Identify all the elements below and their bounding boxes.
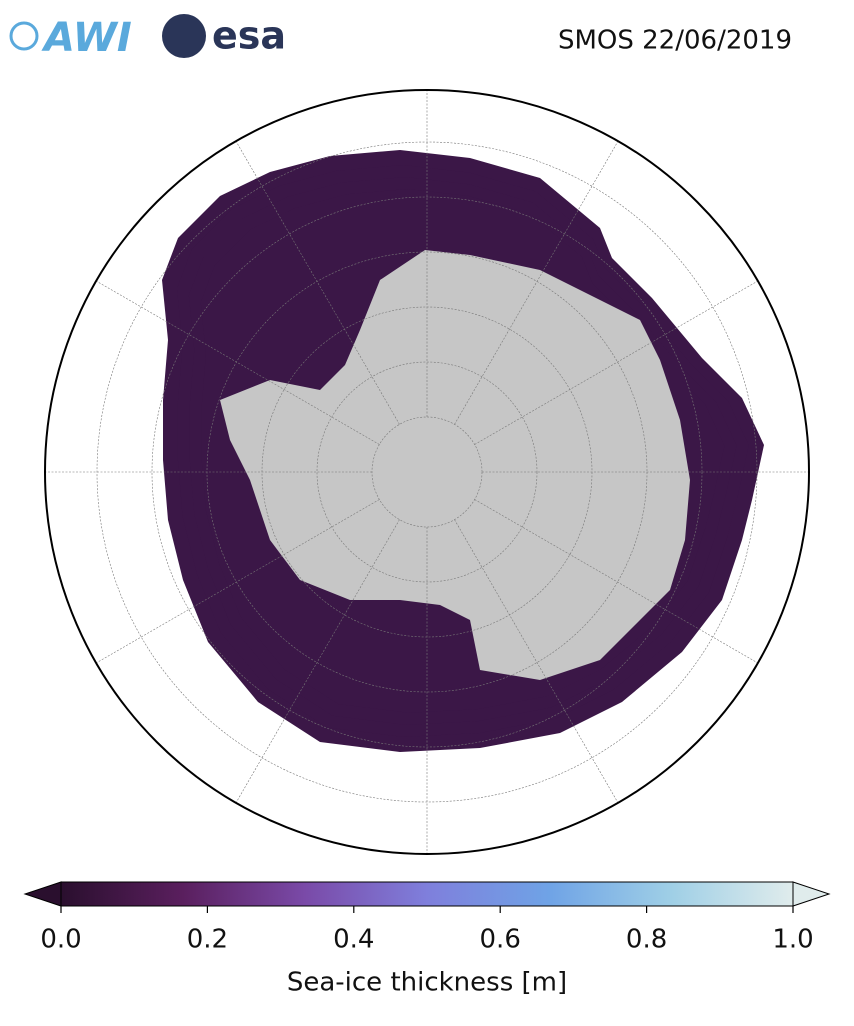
colorbar-extend-low xyxy=(23,881,62,907)
colorbar-tick-label: 0.0 xyxy=(40,925,81,955)
colorbar: 0.0 0.2 0.4 0.6 0.8 1.0 xyxy=(23,881,831,955)
logos: AWI esa xyxy=(9,14,286,61)
colorbar-label: Sea-ice thickness [m] xyxy=(287,968,567,998)
colorbar-extend-high xyxy=(792,881,831,907)
colorbar-tick-label: 0.4 xyxy=(333,925,374,955)
title: SMOS 22/06/2019 xyxy=(558,26,792,56)
antarctica xyxy=(220,250,690,680)
map-border xyxy=(44,89,810,855)
colorbar-tick-label: 0.8 xyxy=(626,925,667,955)
awi-logo: AWI xyxy=(41,15,132,61)
colorbar-tick-label: 1.0 xyxy=(772,925,813,955)
awi-icon xyxy=(9,21,39,51)
colorbar-tick-label: 0.2 xyxy=(187,925,228,955)
esa-icon xyxy=(162,14,206,58)
esa-logo: esa xyxy=(212,14,286,58)
colorbar-scale xyxy=(60,881,794,907)
map xyxy=(45,90,809,854)
graticule xyxy=(45,90,809,854)
colorbar-tick-label: 0.6 xyxy=(480,925,521,955)
